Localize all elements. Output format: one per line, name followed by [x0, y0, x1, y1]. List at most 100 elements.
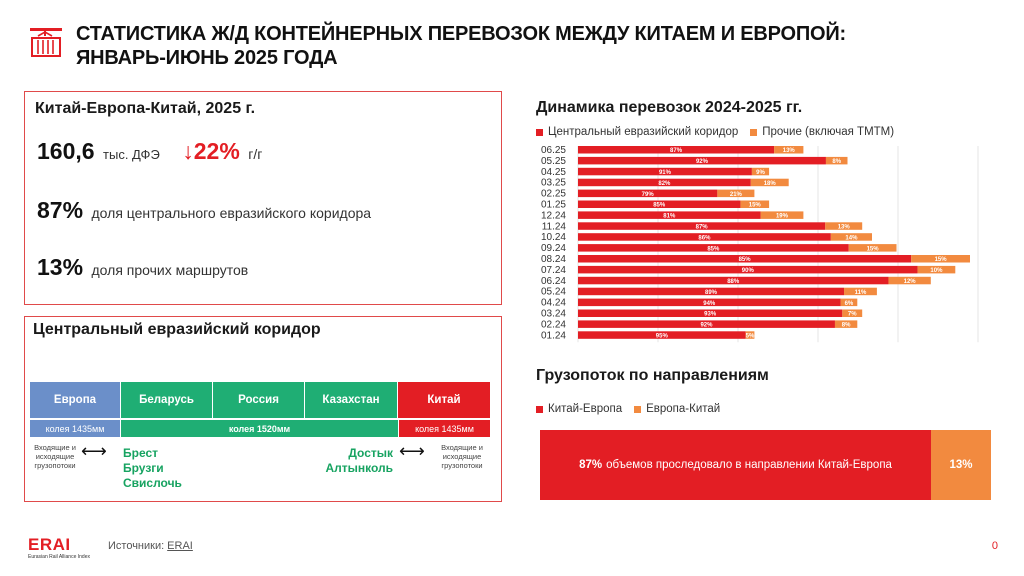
- data-label-other: 5%: [746, 334, 755, 340]
- bar-other: [825, 156, 848, 165]
- bar-central: [578, 244, 849, 252]
- direction-legend-item-ec: Европа-Китай: [634, 403, 720, 415]
- bar-other: [717, 189, 755, 198]
- data-label-central: 85%: [653, 203, 666, 209]
- bar-central: [578, 320, 835, 328]
- bar-other: [840, 298, 858, 307]
- direction-segment-europe-china: 13%: [931, 430, 991, 500]
- data-label-other: 15%: [749, 203, 762, 209]
- chart-legend: Центральный евразийский коридор Прочие (…: [536, 126, 906, 138]
- direction-legend-item-ce: Китай-Европа: [536, 403, 622, 415]
- data-label-central: 88%: [727, 279, 740, 285]
- central-share-value: 87%: [37, 197, 84, 223]
- direction-legend-label-ce: Китай-Европа: [548, 403, 623, 415]
- bar-other: [751, 167, 770, 176]
- station-altynkol: Алтынколь: [325, 461, 393, 475]
- bar-central: [578, 211, 761, 219]
- other-share-stat: 13% доля прочих маршрутов: [37, 254, 248, 281]
- data-label-other: 13%: [783, 148, 796, 154]
- dynamics-bar-chart: 06.25 87% 13% 05.25 92% 8% 04.25 91% 9% 03.25 82% 1…: [541, 145, 979, 343]
- category-label: 08.24: [541, 254, 566, 265]
- direction-main-text: объемов проследовало в направлении Китай…: [606, 459, 892, 471]
- summary-title: Китай-Европа-Китай, 2025 г.: [35, 100, 256, 117]
- data-label-central: 82%: [658, 181, 671, 187]
- bar-other: [750, 178, 789, 187]
- data-label-central: 85%: [707, 246, 720, 252]
- category-label: 01.25: [541, 200, 566, 211]
- category-label: 07.24: [541, 265, 566, 276]
- bar-central: [578, 222, 826, 230]
- data-label-other: 15%: [867, 246, 880, 252]
- bar-central: [578, 287, 845, 296]
- corridor-title: Центральный евразийский коридор: [33, 321, 321, 338]
- category-label: 03.24: [541, 309, 566, 320]
- bar-central: [578, 255, 912, 263]
- bar-other: [745, 331, 755, 339]
- stations-west: Брест Брузги Свислочь: [123, 446, 182, 491]
- data-label-other: 8%: [842, 323, 851, 329]
- change-unit: г/г: [248, 146, 263, 162]
- country-europe: Европа: [30, 382, 121, 418]
- data-label-other: 19%: [776, 214, 789, 220]
- bar-central: [578, 298, 841, 307]
- bar-central: [578, 200, 741, 208]
- data-label-other: 6%: [845, 301, 854, 307]
- data-label-central: 93%: [704, 312, 717, 318]
- category-label: 04.25: [541, 167, 566, 178]
- erai-logo: ERAI Eurasian Rail Alliance Index: [28, 535, 90, 560]
- bar-other: [911, 255, 970, 263]
- volume-stat: 160,6 тыс. ДФЭ ↓22% г/г: [37, 138, 262, 165]
- page-number: 0: [991, 540, 998, 552]
- page-title-line-2: ЯНВАРЬ-ИЮНЬ 2025 ГОДА: [76, 47, 338, 69]
- category-label: 10.24: [541, 232, 566, 243]
- gauge-europe: колея 1435мм: [30, 420, 121, 437]
- bar-central: [578, 167, 752, 176]
- bar-other: [825, 222, 863, 230]
- data-label-central: 94%: [703, 301, 716, 307]
- legend-item-central: Центральный евразийский коридор: [536, 126, 738, 138]
- gauge-strip: колея 1435мм колея 1520мм колея 1435мм: [30, 420, 490, 437]
- country-russia: Россия: [213, 382, 305, 418]
- data-label-central: 87%: [670, 148, 683, 154]
- bar-other: [834, 320, 858, 328]
- data-label-central: 92%: [696, 159, 709, 165]
- category-label: 04.24: [541, 298, 566, 309]
- summary-panel: Китай-Европа-Китай, 2025 г. 160,6 тыс. Д…: [24, 91, 502, 305]
- legend-swatch-central: [536, 128, 543, 136]
- data-label-other: 12%: [904, 279, 917, 285]
- direction-legend-label-ec: Европа-Китай: [646, 403, 721, 415]
- category-label: 12.24: [541, 210, 566, 221]
- bar-central: [578, 178, 751, 187]
- category-label: 03.25: [541, 178, 566, 189]
- bar-central: [578, 309, 843, 317]
- category-label: 09.24: [541, 243, 566, 254]
- category-label: 02.25: [541, 189, 566, 200]
- stations-east: Достык Алтынколь: [321, 446, 393, 476]
- data-label-central: 89%: [705, 290, 718, 296]
- direction-segment-china-europe: 87% объемов проследовало в направлении К…: [540, 430, 931, 500]
- sources-link[interactable]: ERAI: [167, 540, 193, 552]
- bar-other: [760, 211, 804, 219]
- logo-subtitle: Eurasian Rail Alliance Index: [28, 554, 90, 560]
- legend-label-central: Центральный евразийский коридор: [548, 126, 739, 138]
- data-label-other: 18%: [764, 181, 777, 187]
- data-label-central: 85%: [739, 257, 752, 263]
- category-label: 02.24: [541, 319, 566, 330]
- legend-swatch-other: [750, 128, 758, 136]
- bar-central: [578, 146, 775, 154]
- country-strip: Европа Беларусь Россия Казахстан Китай: [30, 382, 490, 418]
- data-label-central: 79%: [642, 192, 655, 198]
- data-label-other: 13%: [838, 225, 851, 231]
- header: СТАТИСТИКА Ж/Д КОНТЕЙНЕРНЫХ ПЕРЕВОЗОК МЕ…: [28, 18, 1008, 74]
- data-label-central: 92%: [700, 323, 713, 329]
- country-kazakhstan: Казахстан: [305, 382, 398, 418]
- category-label: 05.24: [541, 287, 566, 298]
- station-dostyk: Достык: [348, 446, 393, 460]
- station-brest: Брест: [123, 446, 159, 460]
- corridor-panel: Центральный евразийский коридор Европа Б…: [24, 316, 502, 502]
- data-label-central: 95%: [656, 334, 669, 340]
- legend-label-other: Прочие (включая ТМТМ): [762, 126, 895, 138]
- flows-label-right: Входящие и исходящие грузопотоки: [441, 443, 483, 470]
- other-share-label: доля прочих маршрутов: [91, 262, 249, 278]
- page-title-line-1: СТАТИСТИКА Ж/Д КОНТЕЙНЕРНЫХ ПЕРЕВОЗОК МЕ…: [76, 23, 847, 45]
